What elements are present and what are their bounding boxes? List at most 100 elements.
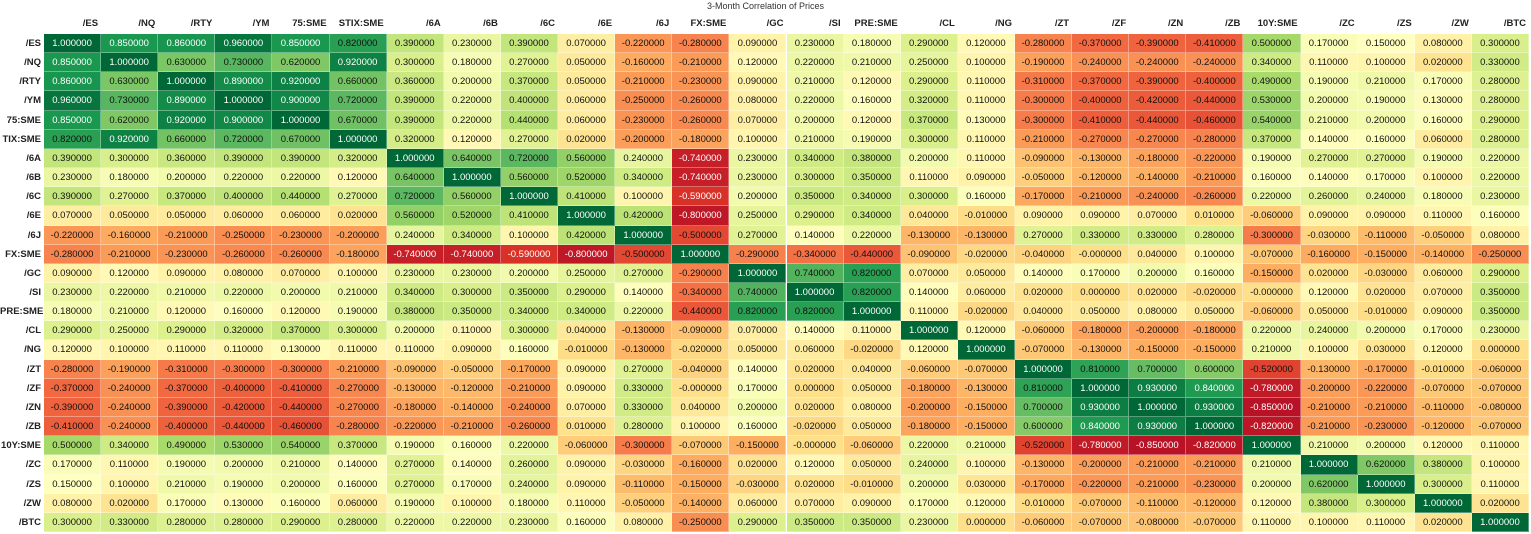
- heatmap-cell: -0.800000: [558, 244, 616, 264]
- heatmap-cell: 0.020000: [1471, 493, 1529, 513]
- heatmap-cell: -0.440000: [672, 302, 730, 322]
- heatmap-cell: 0.260000: [500, 455, 559, 475]
- heatmap-cell: 0.340000: [1243, 53, 1301, 73]
- heatmap-cell: 0.060000: [1414, 129, 1472, 149]
- heatmap-cell: -0.130000: [386, 378, 444, 398]
- heatmap-cell: -0.150000: [729, 436, 787, 456]
- heatmap-cell: 0.210000: [786, 72, 844, 92]
- heatmap-cell: 0.110000: [329, 340, 387, 360]
- heatmap-cell: -0.440000: [215, 417, 273, 437]
- heatmap-cell: 0.210000: [158, 474, 216, 494]
- heatmap-cell: 0.350000: [500, 283, 559, 303]
- column-label: /6B: [483, 18, 498, 29]
- heatmap-cell: 0.350000: [786, 187, 844, 207]
- heatmap-cell: 0.280000: [1186, 225, 1244, 245]
- heatmap-cell: -0.140000: [1414, 244, 1472, 264]
- heatmap-cell: 0.530000: [1243, 91, 1301, 111]
- heatmap-cell: 0.220000: [900, 436, 958, 456]
- heatmap-cell: 0.170000: [1300, 34, 1358, 54]
- heatmap-cell: 0.920000: [158, 110, 216, 130]
- heatmap-cell: 0.270000: [729, 225, 787, 245]
- heatmap-cell: -0.590000: [500, 244, 559, 264]
- heatmap-cell: -0.180000: [1186, 321, 1244, 341]
- heatmap-cell: 1.000000: [101, 53, 159, 73]
- heatmap-cell: -0.460000: [1186, 110, 1244, 130]
- heatmap-cell: 0.270000: [500, 53, 559, 73]
- heatmap-cell: 0.110000: [215, 340, 273, 360]
- heatmap-cell: 0.090000: [957, 168, 1015, 188]
- heatmap-cell: 0.300000: [1414, 474, 1472, 494]
- heatmap-cell: 0.150000: [44, 474, 102, 494]
- heatmap-cell: -0.300000: [1014, 110, 1073, 130]
- heatmap-cell: 0.340000: [615, 168, 673, 188]
- heatmap-cell: -0.740000: [443, 244, 501, 264]
- heatmap-cell: -0.270000: [329, 378, 387, 398]
- heatmap-cell: 0.200000: [272, 474, 330, 494]
- heatmap-cell: 0.810000: [1072, 359, 1130, 379]
- heatmap-cell: 0.620000: [1357, 455, 1415, 475]
- heatmap-cell: 0.230000: [386, 263, 444, 283]
- heatmap-cell: 1.000000: [158, 72, 216, 92]
- heatmap-cell: -0.070000: [1014, 340, 1073, 360]
- heatmap-cell: 0.050000: [101, 206, 159, 226]
- heatmap-cell: 0.140000: [1014, 263, 1073, 283]
- heatmap-cell: -0.060000: [1471, 359, 1529, 379]
- heatmap-cell: 0.560000: [558, 148, 616, 169]
- heatmap-cell: -0.080000: [1471, 397, 1529, 418]
- heatmap-cell: 0.810000: [1014, 378, 1073, 398]
- heatmap-cell: 0.190000: [329, 302, 387, 322]
- heatmap-cell: 0.120000: [1414, 436, 1472, 456]
- heatmap-cell: 0.000000: [957, 512, 1015, 532]
- heatmap-cell: 0.920000: [329, 53, 387, 73]
- heatmap-cell: 0.270000: [615, 359, 673, 379]
- heatmap-cell: 0.220000: [443, 91, 501, 111]
- heatmap-cell: 0.010000: [558, 417, 616, 437]
- heatmap-cell: 0.050000: [1300, 302, 1358, 322]
- heatmap-cell: 1.000000: [672, 244, 730, 264]
- heatmap-cell: 0.090000: [843, 493, 901, 513]
- heatmap-cell: 0.050000: [729, 340, 787, 360]
- heatmap-cell: 0.060000: [558, 91, 616, 111]
- heatmap-cell: -0.120000: [1186, 493, 1244, 513]
- column-label: /GC: [766, 18, 784, 29]
- heatmap-cell: 0.560000: [386, 206, 444, 226]
- heatmap-cell: 0.020000: [329, 206, 387, 226]
- heatmap-cell: -0.000000: [672, 378, 730, 398]
- heatmap-cell: 0.820000: [329, 34, 387, 54]
- heatmap-cell: 0.100000: [729, 129, 787, 149]
- heatmap-cell: 0.620000: [272, 53, 330, 73]
- heatmap-cell: 0.230000: [1471, 321, 1529, 341]
- heatmap-cell: 0.110000: [957, 91, 1015, 111]
- heatmap-cell: 0.230000: [443, 34, 501, 54]
- heatmap-cell: 0.180000: [443, 53, 501, 73]
- heatmap-cell: 0.160000: [957, 187, 1015, 207]
- heatmap-cell: 0.070000: [729, 321, 787, 341]
- heatmap-cell: 0.020000: [1014, 283, 1073, 303]
- heatmap-cell: 0.390000: [215, 148, 273, 169]
- heatmap-cell: 0.700000: [1129, 359, 1187, 379]
- heatmap-cell: 0.600000: [1014, 417, 1073, 437]
- heatmap-cell: 0.390000: [386, 110, 444, 130]
- heatmap-cell: 0.200000: [386, 321, 444, 341]
- row-label: /ZB: [25, 421, 41, 433]
- heatmap-cell: -0.120000: [1072, 168, 1130, 188]
- heatmap-cell: 1.000000: [386, 148, 444, 169]
- heatmap-cell: 0.630000: [101, 72, 159, 92]
- heatmap-cell: 0.500000: [1243, 34, 1301, 54]
- column-label: /NQ: [138, 18, 156, 29]
- heatmap-cell: -0.220000: [386, 417, 444, 437]
- heatmap-cell: 0.300000: [786, 168, 844, 188]
- heatmap-cell: 0.350000: [786, 512, 844, 532]
- column-label: /BTC: [1503, 18, 1526, 29]
- heatmap-cell: 0.070000: [44, 206, 102, 226]
- heatmap-cell: 1.000000: [1471, 512, 1529, 532]
- heatmap-cell: -0.090000: [1014, 148, 1073, 169]
- row-label: 10Y:SME: [1, 440, 41, 452]
- heatmap-cell: -0.740000: [386, 244, 444, 264]
- heatmap-cell: 0.020000: [786, 359, 844, 379]
- heatmap-cell: 0.040000: [843, 359, 901, 379]
- heatmap-cell: 0.190000: [1414, 148, 1472, 169]
- heatmap-cell: -0.170000: [1014, 187, 1073, 207]
- row-label: /CL: [25, 325, 41, 337]
- heatmap-cell: 0.070000: [729, 110, 787, 130]
